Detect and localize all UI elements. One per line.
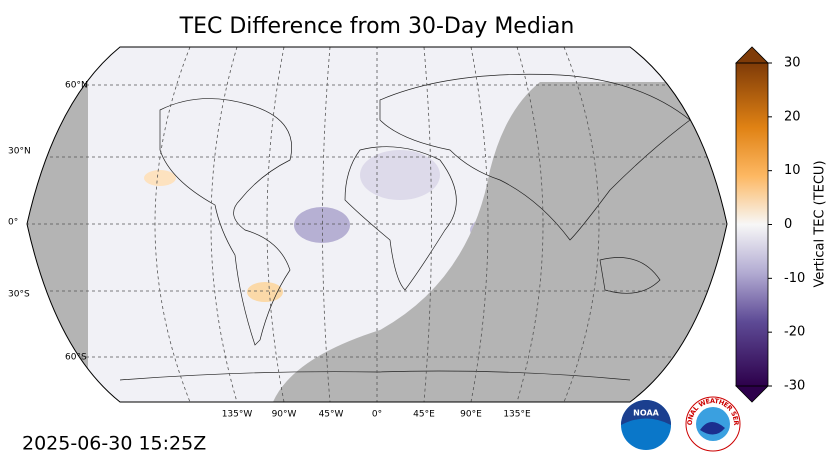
- colorbar-tick-label: -20: [784, 325, 805, 340]
- lon-label: 0°: [372, 410, 382, 420]
- colorbar-tick-label: 20: [784, 109, 801, 124]
- title: TEC Difference from 30-Day Median: [179, 14, 575, 39]
- colorbar: Vertical TEC (TECU) -30 -20 -10 0 10 20 30: [735, 46, 828, 403]
- graticule: [27, 47, 727, 402]
- anomaly: [294, 207, 350, 243]
- lon-label: 45°E: [413, 410, 435, 420]
- colorbar-tick-label: 10: [784, 163, 801, 178]
- lon-label: 90°W: [272, 410, 297, 420]
- night-region: [270, 82, 727, 402]
- anomaly: [247, 282, 283, 302]
- lat-label: 0°: [8, 218, 18, 228]
- colorbar-tick-label: -30: [784, 379, 805, 394]
- anomaly: [144, 170, 176, 186]
- lat-label: 30°S: [8, 290, 30, 300]
- colorbar-tick-label: 30: [784, 56, 801, 71]
- colorbar-label: Vertical TEC (TECU): [813, 160, 828, 287]
- map: [27, 47, 727, 402]
- noaa-logo: NOAA: [621, 400, 671, 450]
- lon-label: 135°E: [503, 410, 531, 420]
- colorbar-extend-bottom: [735, 385, 769, 403]
- map-border: [26, 46, 728, 403]
- colorbar-tick-label: -10: [784, 271, 805, 286]
- lon-label: 135°W: [222, 410, 253, 420]
- nws-cloud: [700, 421, 725, 435]
- anomaly: [360, 150, 440, 200]
- colorbar-fill: [736, 63, 768, 386]
- lon-label: 90°E: [460, 410, 482, 420]
- colorbar-extend-top: [735, 46, 769, 64]
- lat-label: 60°N: [65, 81, 88, 91]
- timestamp: 2025-06-30 15:25Z: [22, 433, 206, 455]
- colorbar-tick-label: 0: [784, 217, 792, 232]
- noaa-text: NOAA: [633, 409, 659, 418]
- noaa-top: [621, 400, 671, 425]
- lat-label: 30°N: [8, 147, 31, 157]
- lon-label: 45°W: [319, 410, 344, 420]
- lat-label: 60°S: [65, 353, 87, 363]
